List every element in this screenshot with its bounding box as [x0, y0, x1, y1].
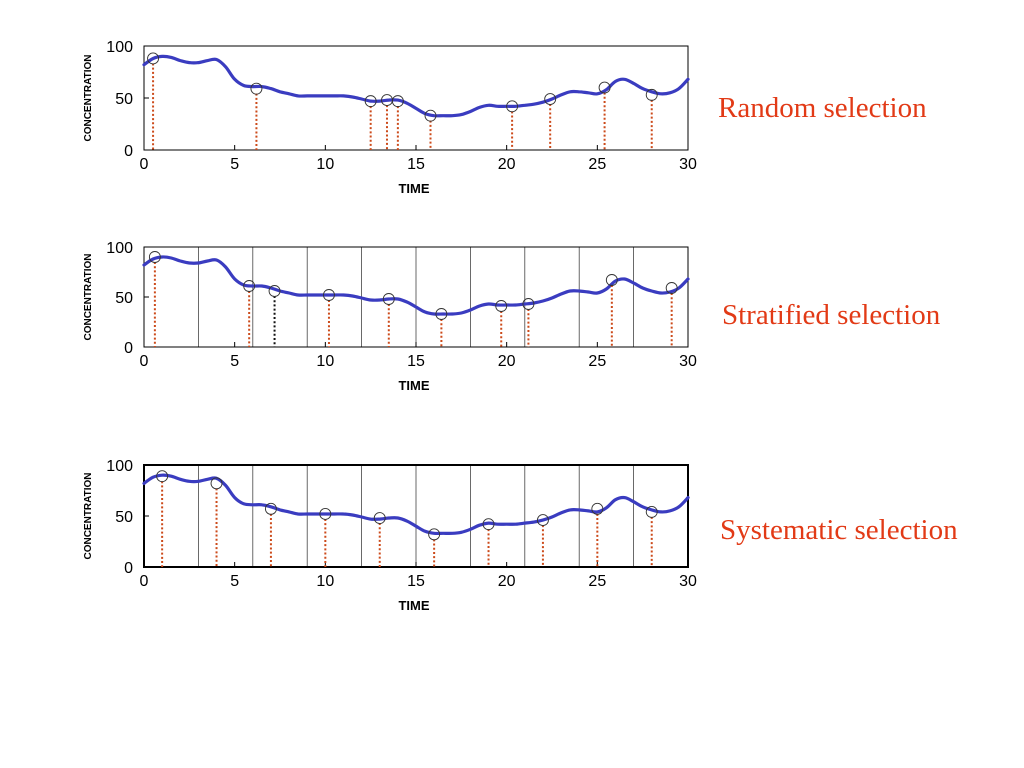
panel-1: 0 5 10 15 20 25 30 100 50 0 TIME CONCENTRATION	[83, 39, 697, 196]
sample-point	[645, 505, 658, 518]
sample-point	[424, 109, 437, 122]
x-tick-label: 0	[140, 573, 149, 590]
x-tick-label: 15	[407, 353, 425, 370]
alt-sample-point	[268, 285, 281, 297]
x-tick-label: 15	[407, 573, 425, 590]
y-axis-title: CONCENTRATION	[83, 472, 94, 559]
sample-point	[506, 100, 519, 113]
x-axis-title: TIME	[398, 378, 429, 393]
panel-3: 0 5 10 15 20 25 30 100 50 0 TIME CONCENTRATION	[83, 458, 697, 613]
caption-stratified: Stratified selection	[722, 299, 941, 331]
sample-point	[591, 502, 604, 515]
sample-point	[495, 300, 508, 312]
x-tick-label: 25	[588, 573, 606, 590]
x-tick-label: 10	[316, 156, 334, 173]
x-tick-label: 0	[140, 353, 149, 370]
sample-point	[665, 282, 678, 294]
plot-frame	[143, 45, 689, 151]
sample-point	[522, 298, 535, 310]
concentration-curve	[142, 255, 690, 316]
y-tick-label: 100	[106, 240, 133, 257]
sample-point	[264, 502, 277, 515]
x-tick-label: 10	[316, 353, 334, 370]
concentration-curve	[142, 473, 690, 536]
x-tick-label: 20	[498, 156, 516, 173]
y-axis-title: CONCENTRATION	[83, 253, 94, 340]
sample-point	[645, 88, 658, 101]
sample-point	[435, 308, 448, 320]
sample-point	[148, 251, 161, 263]
x-tick-label: 5	[230, 573, 239, 590]
y-tick-label: 100	[106, 458, 133, 475]
x-tick-label: 25	[588, 353, 606, 370]
panel-2: 0 5 10 15 20 25 30 100 50 0 TIME CONCENTRATION	[83, 240, 697, 393]
x-tick-label: 20	[498, 353, 516, 370]
x-axis-title: TIME	[398, 181, 429, 196]
sample-point	[147, 52, 160, 65]
x-tick-label: 30	[679, 156, 697, 173]
sample-point	[428, 528, 441, 541]
caption-systematic: Systematic selection	[720, 514, 958, 546]
sample-point	[364, 95, 377, 108]
x-tick-label: 20	[498, 573, 516, 590]
y-tick-label: 0	[124, 340, 133, 357]
sample-point	[598, 81, 611, 94]
x-tick-label: 10	[316, 573, 334, 590]
sample-point	[544, 93, 557, 105]
sample-point	[323, 289, 335, 301]
x-axis-title: TIME	[398, 598, 429, 613]
sample-point	[210, 477, 223, 490]
y-axis-title: CONCENTRATION	[83, 54, 94, 141]
sample-point	[482, 518, 495, 531]
x-tick-label: 15	[407, 156, 425, 173]
y-tick-label: 100	[106, 39, 133, 56]
y-tick-label: 50	[115, 91, 133, 108]
sample-point	[243, 280, 256, 292]
sample-point	[391, 95, 404, 108]
caption-random: Random selection	[718, 92, 927, 124]
sample-point	[156, 470, 169, 483]
y-tick-label: 50	[115, 509, 133, 526]
sample-point	[319, 508, 332, 520]
x-tick-label: 30	[679, 353, 697, 370]
concentration-curve	[142, 54, 690, 118]
y-tick-label: 0	[124, 143, 133, 160]
sample-point	[250, 82, 263, 95]
x-tick-label: 25	[588, 156, 606, 173]
sample-point	[536, 514, 549, 527]
sample-point	[382, 293, 395, 305]
x-tick-label: 30	[679, 573, 697, 590]
y-tick-label: 50	[115, 290, 133, 307]
sample-point	[373, 512, 386, 524]
y-tick-label: 0	[124, 560, 133, 577]
x-tick-label: 5	[230, 353, 239, 370]
x-tick-label: 0	[140, 156, 149, 173]
sample-point	[605, 274, 618, 286]
x-tick-label: 5	[230, 156, 239, 173]
